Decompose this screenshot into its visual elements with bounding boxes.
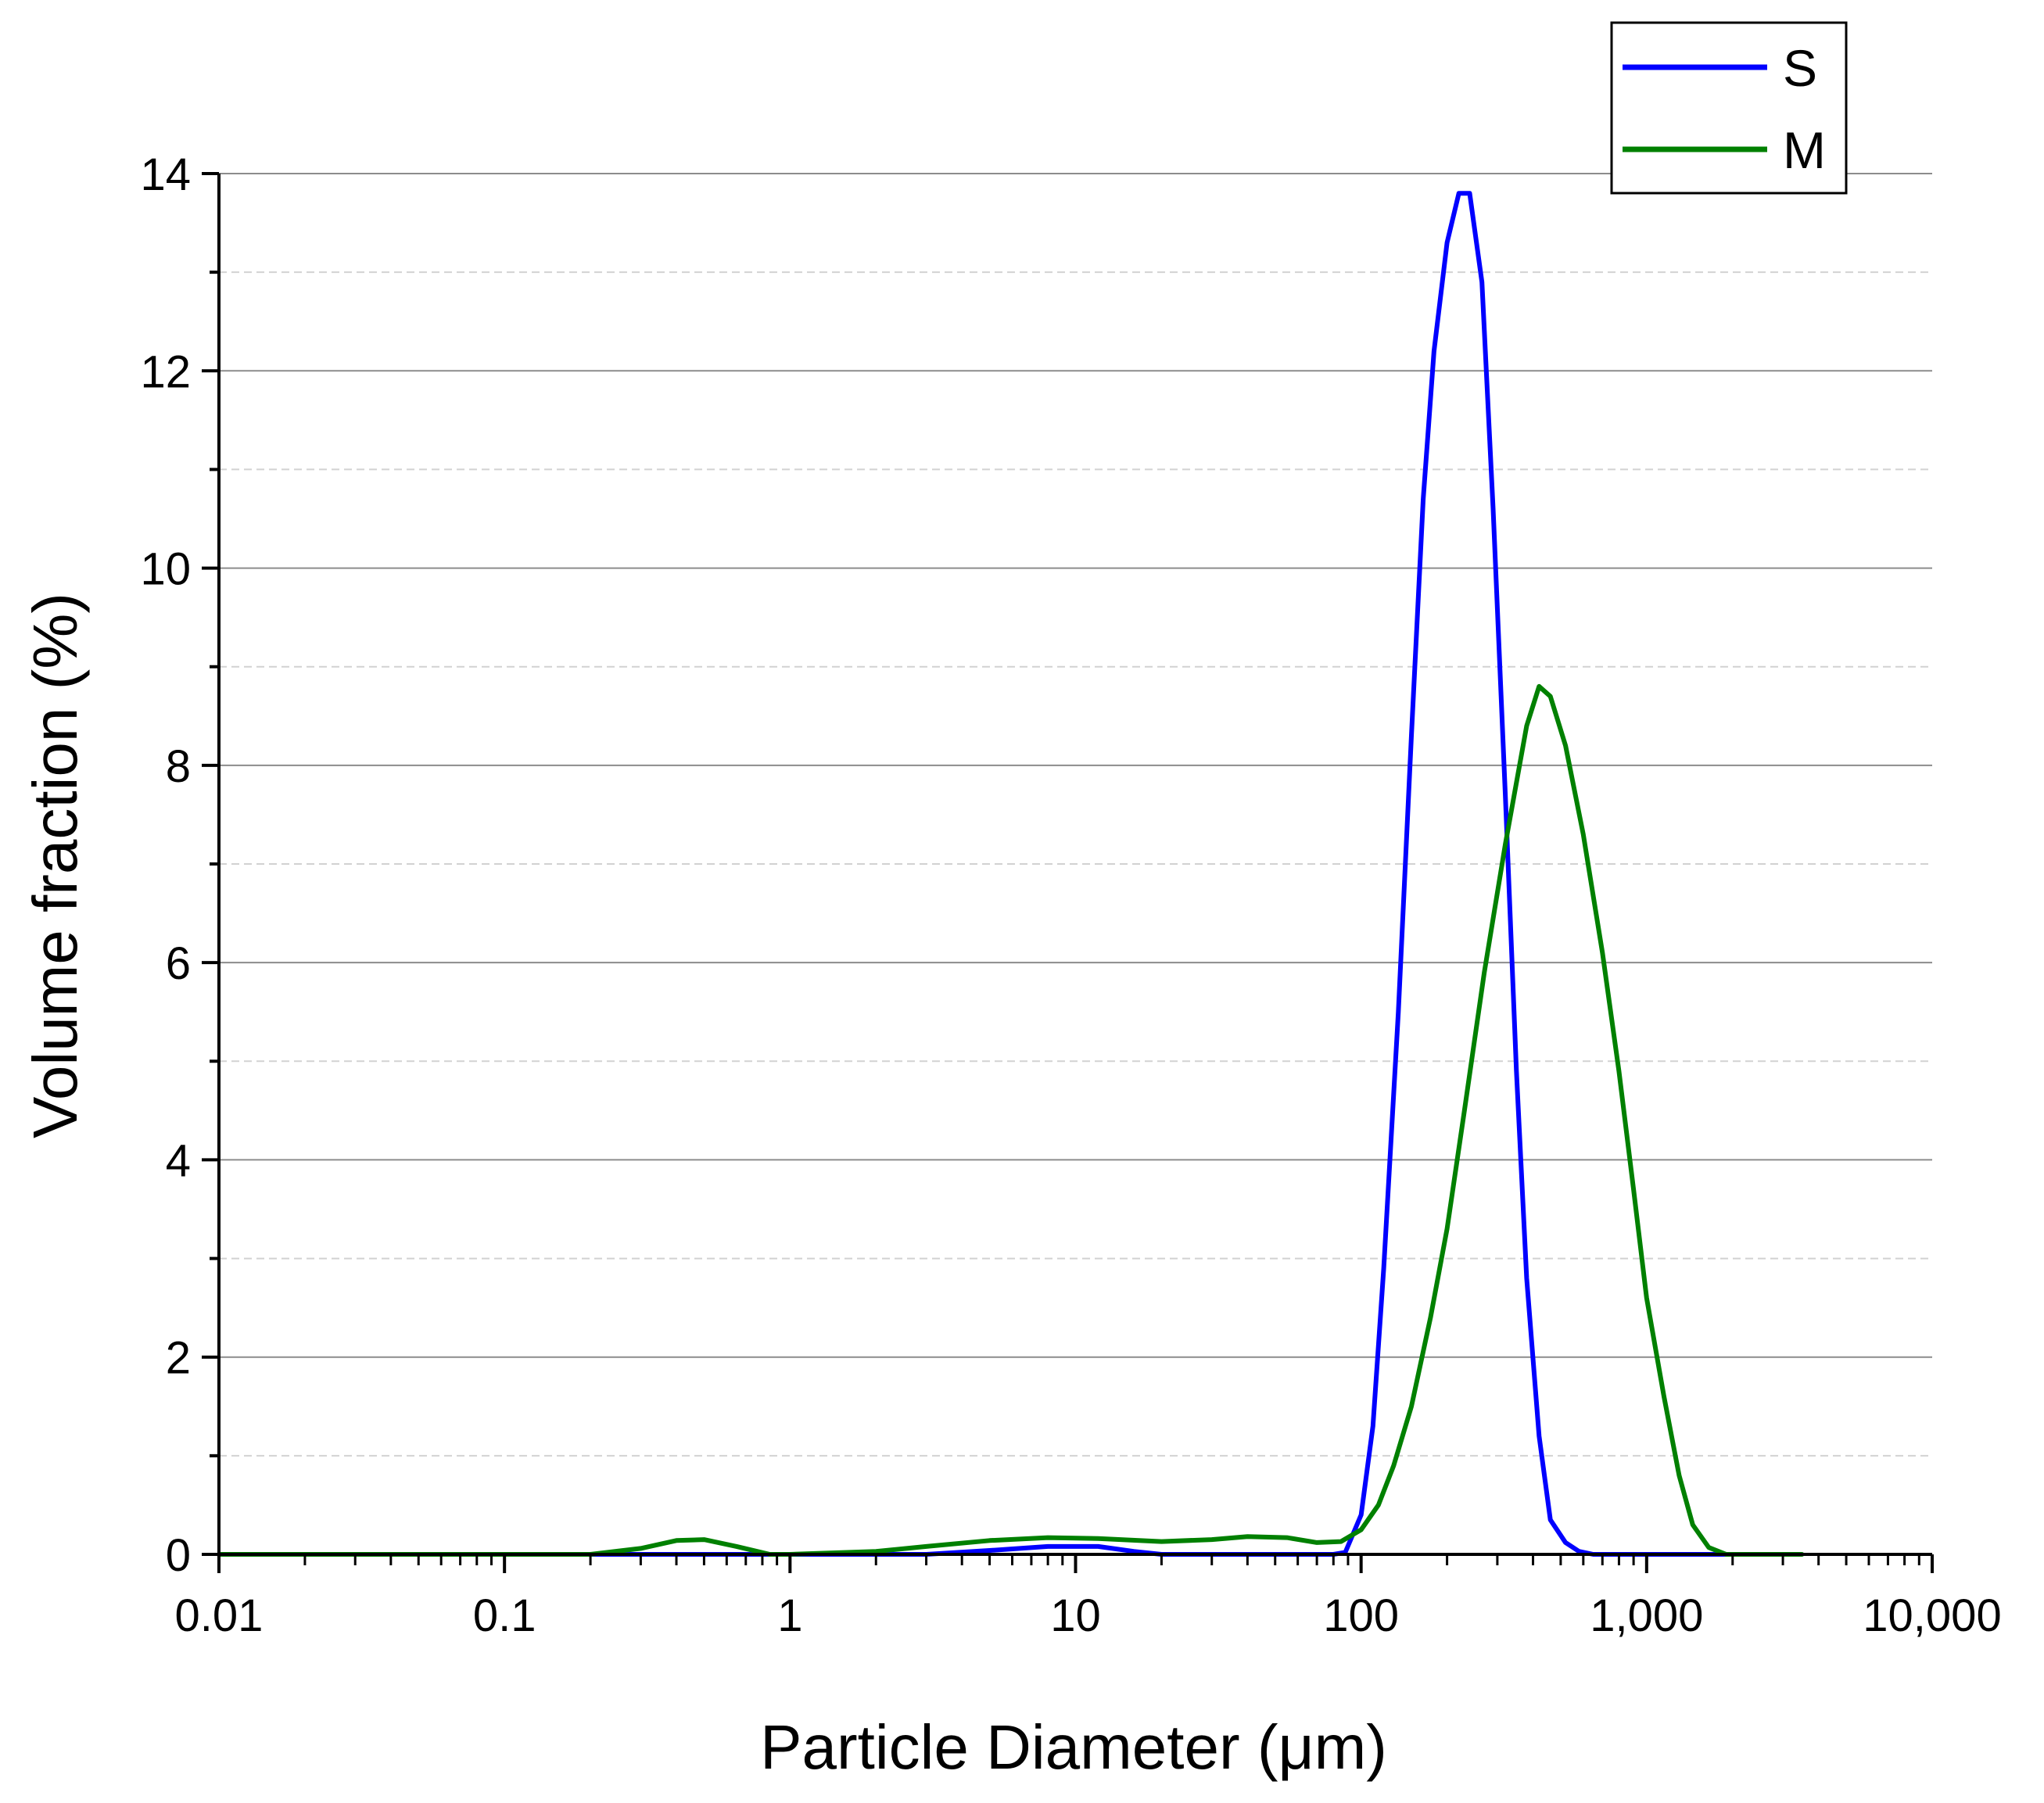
y-tick-label: 10 xyxy=(140,544,191,595)
x-tick-label: 0.01 xyxy=(175,1590,264,1641)
y-tick-label: 2 xyxy=(166,1333,191,1384)
y-tick-label: 8 xyxy=(166,741,191,792)
x-tick-label: 0.1 xyxy=(473,1590,536,1641)
x-tick-label: 10,000 xyxy=(1863,1590,2001,1641)
tick-labels: 0 2 4 6 8 10 12 14 0.01 0.1 1 10 100 1,000 10,000 xyxy=(140,149,2001,1641)
x-tick-label: 100 xyxy=(1323,1590,1399,1641)
y-tick-label: 12 xyxy=(140,346,191,397)
legend: S M xyxy=(1610,21,1848,195)
y-tick-label: 0 xyxy=(166,1530,191,1581)
x-axis-title: Particle Diameter (μm) xyxy=(760,1712,1387,1782)
legend-label-s: S xyxy=(1783,39,1817,97)
axis-ticks xyxy=(202,172,1934,1573)
legend-label-m: M xyxy=(1783,121,1826,179)
y-tick-label: 14 xyxy=(140,149,191,200)
y-axis-title: Volume fraction (%) xyxy=(20,593,90,1138)
y-tick-label: 6 xyxy=(166,938,191,989)
x-tick-label: 1 xyxy=(777,1590,802,1641)
series-line-s xyxy=(217,191,1786,1557)
y-tick-label: 4 xyxy=(166,1135,191,1186)
x-tick-label: 1,000 xyxy=(1590,1590,1703,1641)
legend-frame xyxy=(1610,21,1848,195)
grid-lines xyxy=(219,173,1932,1457)
x-tick-label: 10 xyxy=(1050,1590,1101,1641)
